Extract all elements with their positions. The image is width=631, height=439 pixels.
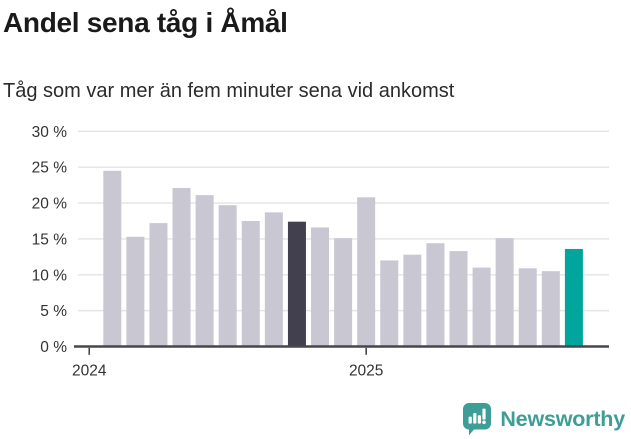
y-axis-tick-label: 30 % [32, 124, 68, 141]
y-axis-tick-label: 0 % [40, 339, 67, 356]
chart-title: Andel sena tåg i Åmål [3, 7, 288, 38]
chart-subtitle: Tåg som var mer än fem minuter sena vid … [3, 80, 455, 102]
y-axis-tick-label: 10 % [32, 267, 68, 284]
y-axis-tick-label: 5 % [40, 303, 67, 320]
bar [149, 223, 168, 347]
x-axis-tick-label: 2025 [349, 363, 383, 380]
bar [449, 251, 468, 347]
bar [334, 238, 353, 347]
bar [495, 238, 514, 347]
bar [218, 205, 237, 347]
bar [403, 254, 422, 347]
bar [541, 271, 560, 347]
y-axis-tick-label: 20 % [32, 196, 68, 213]
bar-highlight-latest [564, 248, 583, 347]
bar [264, 212, 283, 347]
bar-highlight-previous-year [287, 221, 306, 347]
bar [380, 260, 399, 347]
y-axis-tick-label: 25 % [32, 160, 68, 177]
bar [426, 243, 445, 347]
bar [311, 227, 330, 347]
newsworthy-logo-icon [463, 403, 492, 436]
brand-name: Newsworthy [500, 406, 625, 431]
bar-chart: 0 % 5 % 10 % 15 % 20 % 25 % 30 % 2024 2025 [32, 124, 609, 380]
bar [472, 267, 491, 347]
bar [195, 195, 214, 347]
bar [126, 236, 145, 347]
brand-footer: Newsworthy [462, 402, 625, 436]
bar [172, 187, 191, 347]
bar [241, 220, 260, 347]
bar [103, 170, 122, 347]
y-axis-tick-label: 15 % [32, 231, 68, 248]
bar [518, 268, 537, 347]
bar [357, 197, 376, 347]
x-axis-tick-label: 2024 [72, 363, 107, 380]
